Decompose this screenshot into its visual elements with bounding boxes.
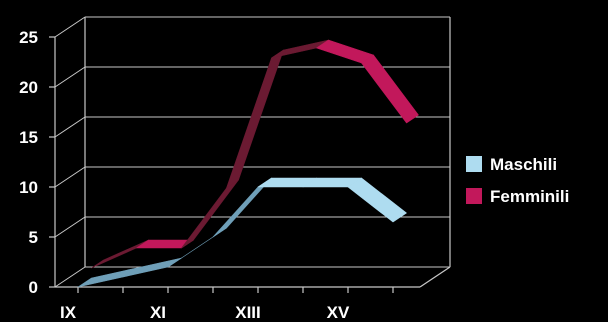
y-tick-label: 25 <box>19 28 38 47</box>
chart-legend: Maschili Femminili <box>466 155 569 206</box>
legend-swatch-femminili <box>466 188 482 204</box>
gridline-left-wall <box>54 166 86 188</box>
y-tick-label: 5 <box>29 228 38 247</box>
series-femminili-segment <box>316 39 374 64</box>
legend-swatch-maschili <box>466 156 482 172</box>
gridline-left-wall <box>54 16 86 38</box>
series-maschili-segment <box>347 177 407 223</box>
y-tick-label: 0 <box>29 278 38 297</box>
gridline-left-wall <box>54 116 86 138</box>
chart-grid <box>49 16 451 293</box>
chart-series-ribbons <box>77 39 419 288</box>
legend-label-femminili: Femminili <box>490 187 569 206</box>
series-femminili-segment <box>91 239 149 269</box>
series-maschili <box>77 177 407 288</box>
gridline-left-wall <box>54 266 86 288</box>
legend-label-maschili: Maschili <box>490 155 557 174</box>
x-tick-label: XIII <box>235 303 261 322</box>
series-maschili-segment <box>77 267 137 288</box>
gridline-left-wall <box>54 66 86 88</box>
floor-right-edge <box>419 266 451 288</box>
x-axis: IX XI XIII XV <box>60 303 350 322</box>
gridline-left-wall <box>54 216 86 238</box>
x-tick-label: XV <box>327 303 350 322</box>
series-femminili-segment <box>181 179 239 249</box>
y-axis: 0 5 10 15 20 25 <box>19 28 38 297</box>
x-tick-label: XI <box>150 303 166 322</box>
y-tick-label: 10 <box>19 178 38 197</box>
y-tick-label: 15 <box>19 128 38 147</box>
y-tick-label: 20 <box>19 78 38 97</box>
x-tick-label: IX <box>60 303 77 322</box>
series-femminili-segment <box>361 54 419 124</box>
series-femminili <box>91 39 419 269</box>
